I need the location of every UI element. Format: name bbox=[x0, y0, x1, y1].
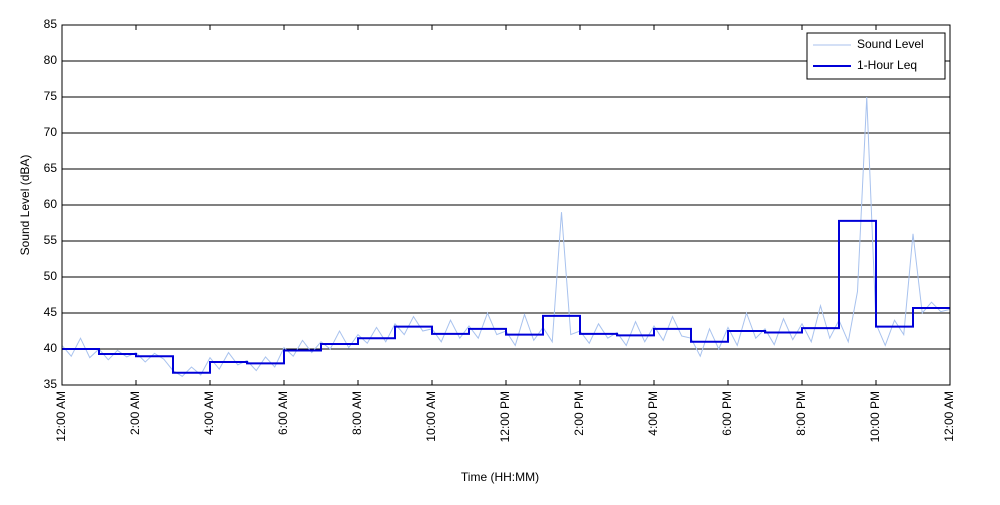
x-tick-label: 6:00 PM bbox=[720, 391, 734, 436]
plot-frame bbox=[61, 24, 951, 386]
x-tick-label: 2:00 PM bbox=[572, 391, 586, 436]
y-tick-label: 50 bbox=[44, 269, 58, 283]
x-tick-label: 6:00 AM bbox=[276, 391, 290, 435]
y-axis-label: Sound Level (dBA) bbox=[18, 155, 32, 256]
x-tick-label: 8:00 PM bbox=[794, 391, 808, 436]
y-tick-label: 40 bbox=[44, 341, 58, 355]
x-tick-label: 12:00 PM bbox=[498, 391, 512, 442]
series-line bbox=[62, 219, 950, 374]
y-tick-label: 35 bbox=[44, 377, 58, 391]
legend-label: Sound Level bbox=[857, 37, 924, 51]
x-tick-label: 4:00 AM bbox=[202, 391, 216, 435]
y-tick-label: 60 bbox=[44, 197, 58, 211]
x-tick-label: 10:00 AM bbox=[424, 391, 438, 442]
x-tick-label: 12:00 AM bbox=[54, 391, 68, 442]
x-tick-label: 8:00 AM bbox=[350, 391, 364, 435]
y-tick-label: 70 bbox=[44, 125, 58, 139]
x-tick-label: 10:00 PM bbox=[868, 391, 882, 442]
y-tick-label: 55 bbox=[44, 233, 58, 247]
y-tick-label: 45 bbox=[44, 305, 58, 319]
x-tick-label: 2:00 AM bbox=[128, 391, 142, 435]
x-tick-label: 12:00 AM bbox=[942, 391, 956, 442]
y-tick-label: 80 bbox=[44, 53, 58, 67]
y-tick-label: 75 bbox=[44, 89, 58, 103]
y-tick-label: 85 bbox=[44, 17, 58, 31]
x-axis-label: Time (HH:MM) bbox=[461, 470, 539, 484]
y-tick-label: 65 bbox=[44, 161, 58, 175]
legend-label: 1-Hour Leq bbox=[857, 58, 917, 72]
legend-box bbox=[806, 32, 946, 80]
x-tick-label: 4:00 PM bbox=[646, 391, 660, 436]
